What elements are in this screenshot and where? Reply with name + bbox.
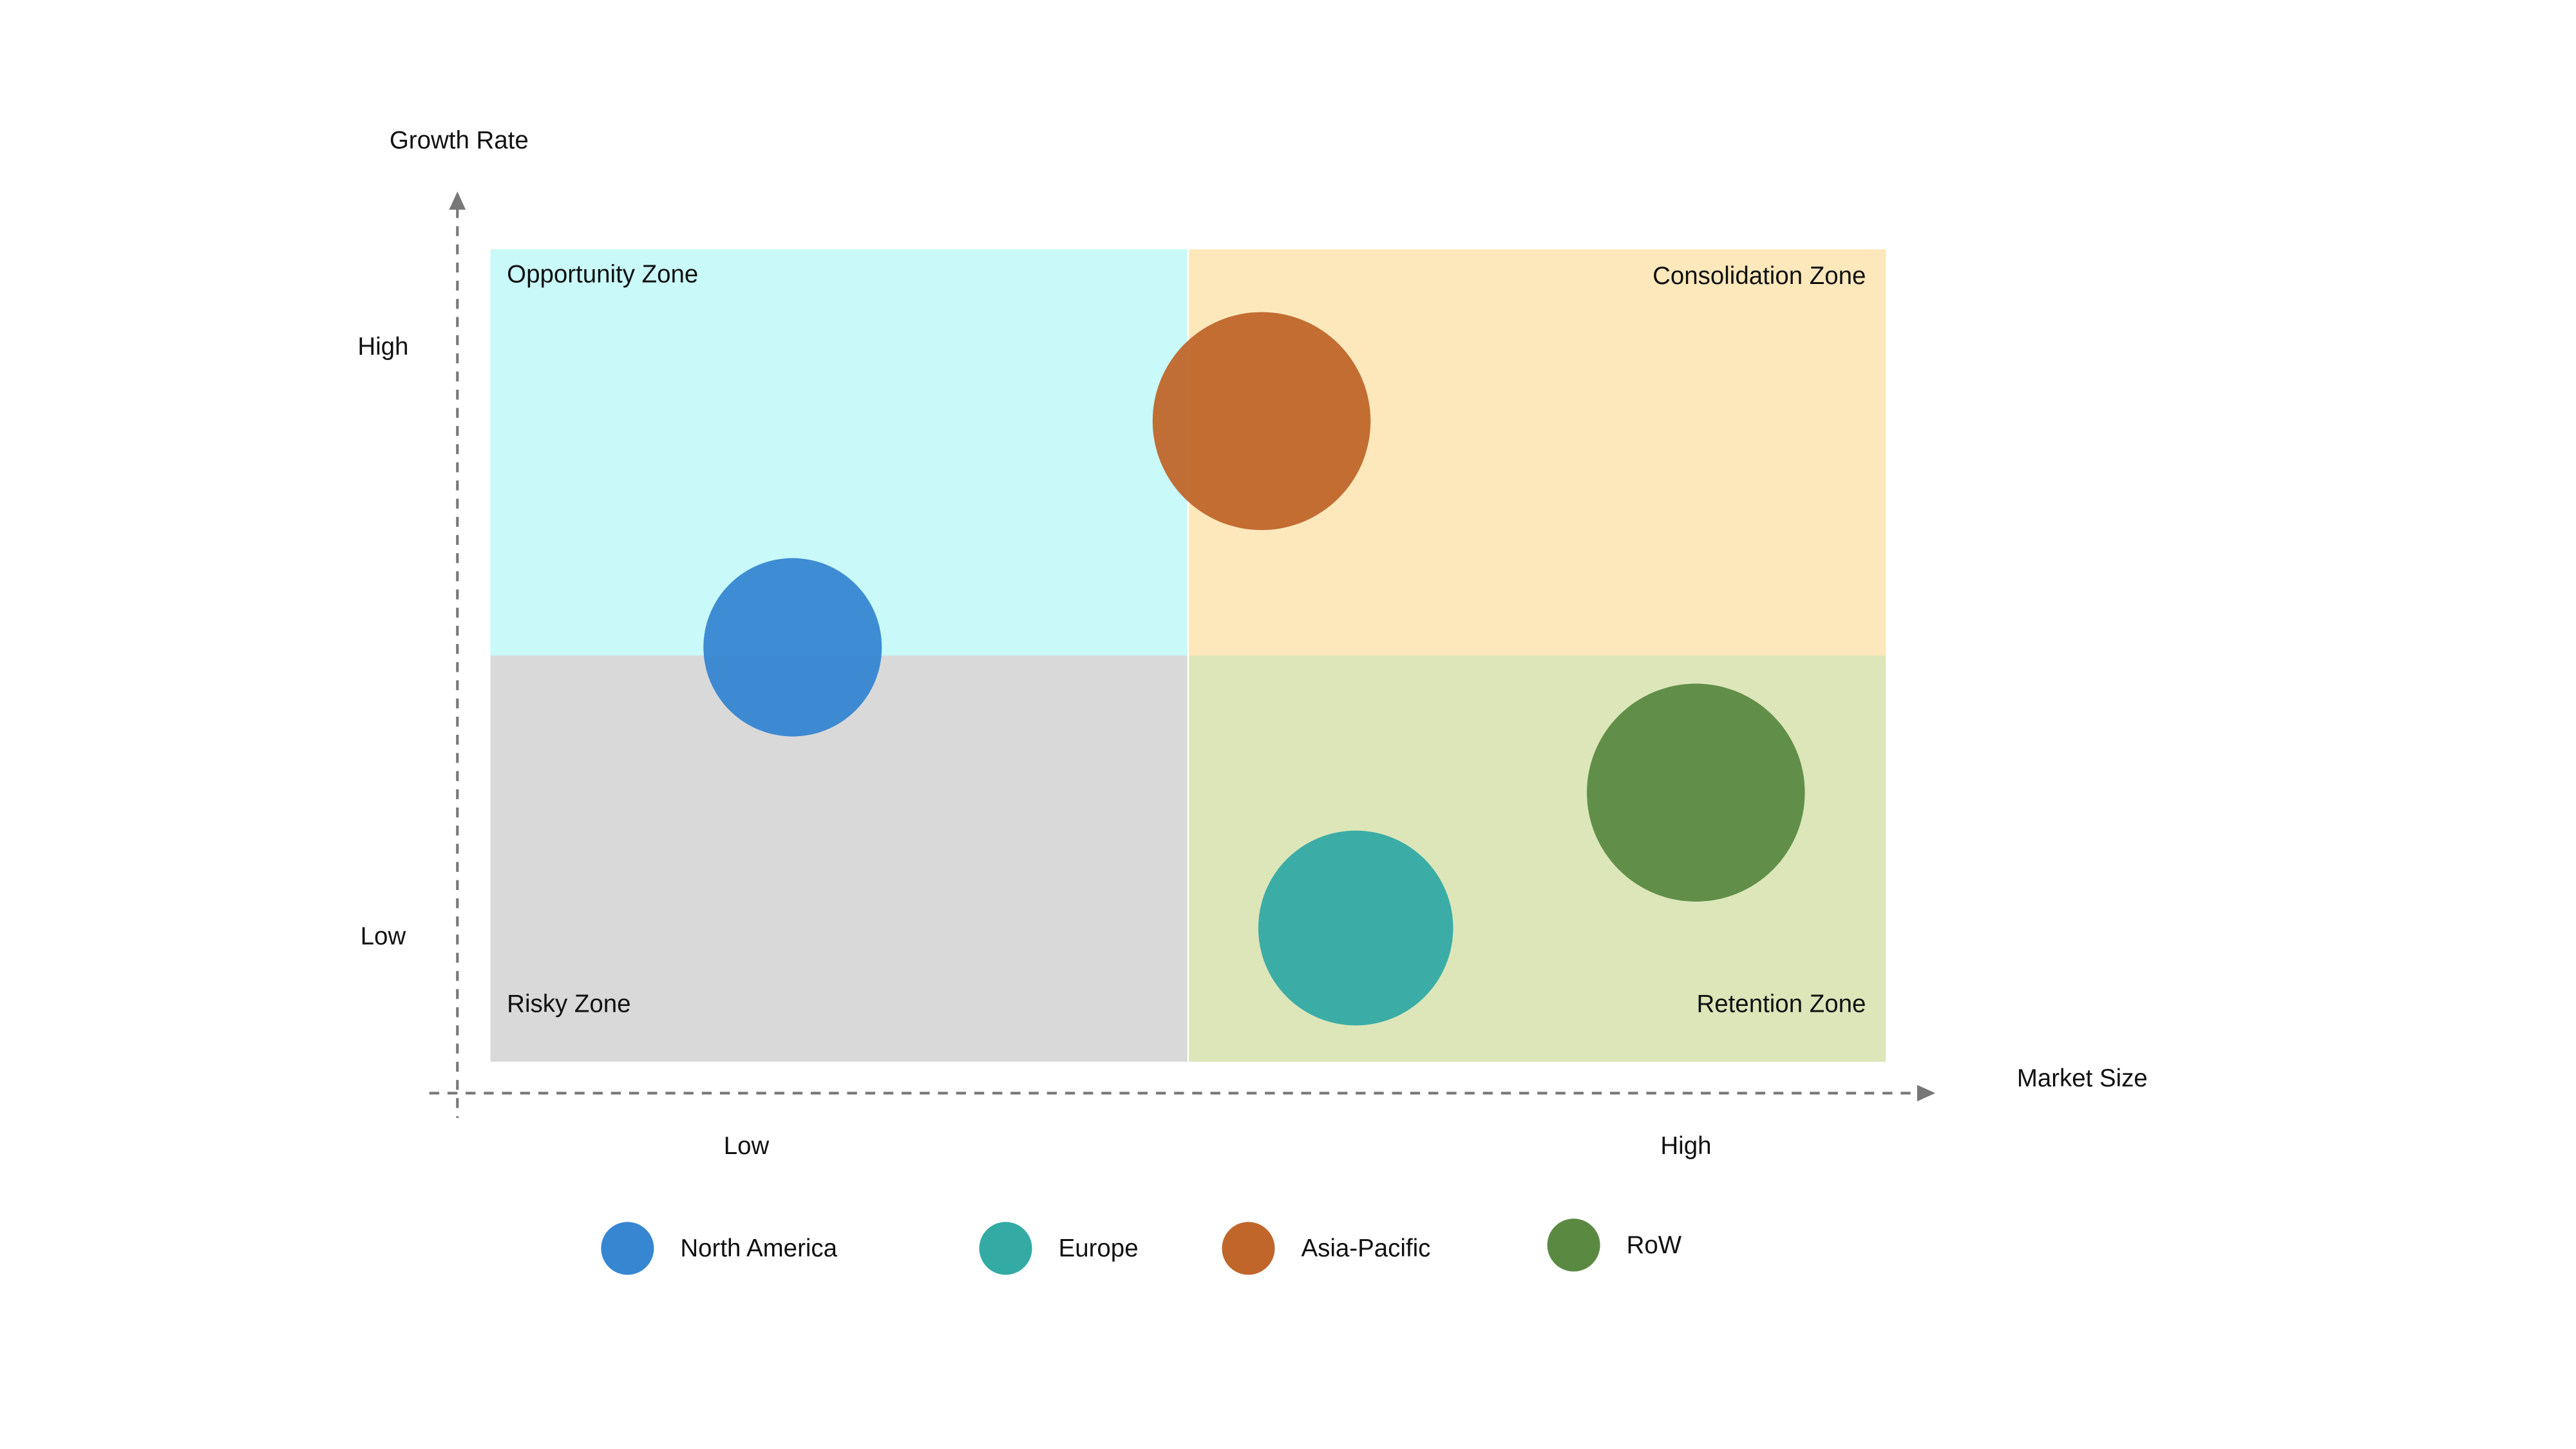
x-axis-label: Low	[724, 1132, 770, 1160]
legend-label: RoW	[1627, 1231, 1682, 1259]
x-axis-label: High	[1660, 1132, 1711, 1160]
y-axis-arrow	[449, 191, 466, 210]
bubble	[1258, 830, 1454, 1026]
x-axis-title: Market Size	[2017, 1065, 2148, 1092]
y-axis-title: Growth Rate	[390, 127, 529, 155]
legend-label: North America	[680, 1235, 837, 1262]
legend-label: Asia-Pacific	[1302, 1235, 1431, 1262]
legend-label: Europe	[1059, 1235, 1139, 1262]
legend-marker	[979, 1222, 1032, 1275]
legend-marker	[601, 1222, 654, 1275]
quadrant-label: Opportunity Zone	[507, 260, 698, 288]
bubbles	[703, 312, 1805, 1026]
quadrant-label: Consolidation Zone	[1653, 262, 1866, 290]
legend-marker	[1222, 1222, 1275, 1275]
bubble	[1152, 312, 1371, 531]
bubble	[1587, 683, 1805, 902]
legend: North America Europe Asia-Pacific RoW	[601, 1218, 1682, 1275]
legend-marker	[1547, 1218, 1600, 1272]
y-axis-label: Low	[361, 923, 406, 951]
quadrant-label: Retention Zone	[1696, 990, 1866, 1018]
quadrant-label: Risky Zone	[507, 990, 630, 1018]
bubble	[703, 558, 882, 737]
y-axis-label: High	[357, 333, 408, 361]
x-axis-arrow	[1917, 1084, 1936, 1102]
